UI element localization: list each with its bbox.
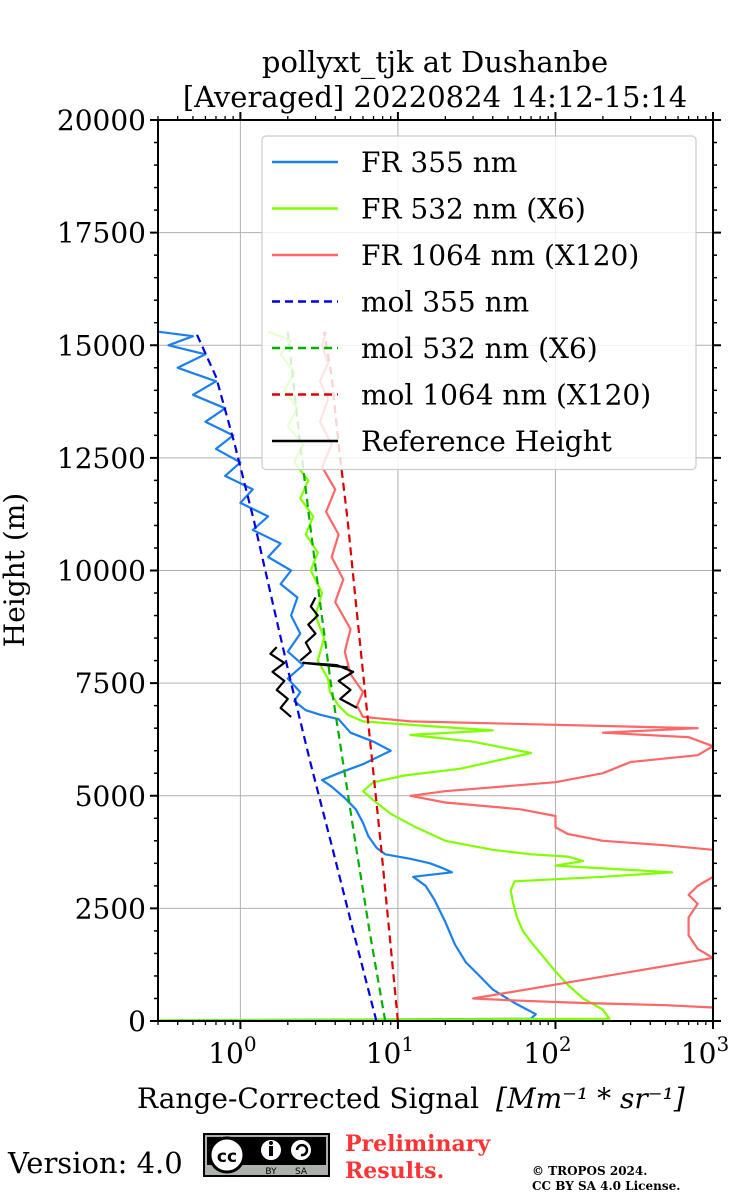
- attribution-icon-head: [269, 1141, 273, 1145]
- x-axis-label-text: Range-Corrected Signal: [137, 1082, 479, 1115]
- y-tick-label: 12500: [57, 442, 146, 475]
- series-line: [318, 331, 713, 1009]
- axis-ticks: 0 2500 5000 7500 10000 12500 15000 17500 20000 10…: [57, 104, 729, 1070]
- badge-by: BY: [265, 1167, 277, 1175]
- legend-label: mol 355 nm: [361, 286, 529, 319]
- x-tick-label: 101: [366, 1032, 414, 1070]
- legend: FR 355 nm FR 532 nm (X6) FR 1064 nm (X120)…: [261, 135, 697, 471]
- series-line: [299, 596, 319, 662]
- x-axis-label: Range-Corrected Signal [Mm⁻¹ * sr⁻¹]: [137, 1082, 685, 1115]
- share-alike-arrow: [295, 1143, 309, 1157]
- legend-label: mol 1064 nm (X120): [361, 379, 651, 412]
- preliminary-line1: Preliminary: [345, 1131, 491, 1157]
- series-line: [194, 331, 378, 1021]
- cc-icon: [208, 1136, 246, 1174]
- y-tick-label: 5000: [75, 780, 146, 813]
- preliminary-notice: Preliminary Results.: [345, 1131, 490, 1185]
- y-tick-label: 17500: [57, 217, 146, 250]
- series-line: [158, 330, 537, 1021]
- y-axis-label: Height (m): [0, 493, 31, 647]
- cc-by-sa-badge: cc BY SA: [203, 1133, 330, 1177]
- copyright-line2: CC BY SA 4.0 License.: [532, 1179, 681, 1193]
- cc-icon-text: cc: [217, 1147, 237, 1167]
- x-tick-label: 100: [208, 1032, 256, 1070]
- series-line: [269, 646, 292, 718]
- legend-label: FR 1064 nm (X120): [361, 239, 639, 272]
- attribution-icon-body: [269, 1146, 273, 1156]
- x-axis-label-unit: [Mm⁻¹ * sr⁻¹]: [496, 1082, 685, 1115]
- y-tick-label: 10000: [57, 555, 146, 588]
- y-tick-label: 7500: [75, 667, 146, 700]
- legend-label: FR 355 nm: [361, 146, 517, 179]
- y-tick-label: 2500: [75, 892, 146, 925]
- copyright-notice: © TROPOS 2024. CC BY SA 4.0 License.: [532, 1164, 680, 1194]
- copyright-line1: © TROPOS 2024.: [532, 1164, 648, 1178]
- legend-label: Reference Height: [361, 425, 613, 458]
- svg-text:Range-Corrected Signal [: Range-Corrected Signal [Mm⁻¹ * sr⁻¹]: [137, 1082, 685, 1115]
- x-tick-label: 103: [681, 1032, 729, 1070]
- x-tick-label: 102: [523, 1032, 571, 1070]
- series-layer: [158, 330, 713, 1021]
- version-label: Version: 4.0: [8, 1146, 183, 1180]
- y-tick-label: 15000: [57, 329, 146, 362]
- share-alike-icon: [289, 1138, 313, 1162]
- preliminary-line2: Results.: [345, 1158, 445, 1184]
- legend-label: mol 532 nm (X6): [361, 332, 598, 365]
- legend-box: [261, 135, 697, 471]
- chart-subtitle: [Averaged] 20220824 14:12-15:14: [183, 80, 687, 114]
- legend-label: FR 532 nm (X6): [361, 193, 586, 226]
- series-line: [302, 661, 358, 709]
- y-tick-label: 20000: [57, 104, 146, 137]
- chart-title: pollyxt_tjk at Dushanbe: [262, 45, 608, 80]
- y-tick-label: 0: [128, 1005, 146, 1038]
- badge-sa: SA: [295, 1167, 308, 1175]
